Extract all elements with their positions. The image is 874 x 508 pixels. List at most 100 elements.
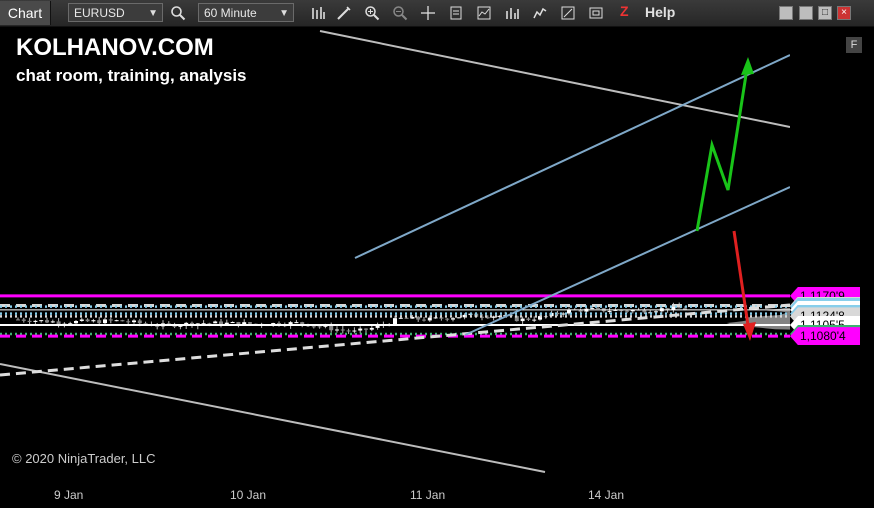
candle-body (311, 326, 316, 328)
search-icon[interactable] (168, 3, 188, 23)
properties-icon[interactable] (446, 3, 466, 23)
instrument-value: EURUSD (74, 6, 125, 20)
candle-body (491, 316, 496, 318)
candle-body (213, 321, 218, 324)
instrument-selector[interactable]: EURUSD ▼ (68, 3, 163, 22)
candle-body (369, 327, 374, 330)
candle-body (39, 320, 44, 322)
trend-line[interactable] (319, 30, 790, 128)
candle-body (323, 325, 328, 327)
candle-body (340, 329, 345, 331)
candle-body (462, 314, 467, 318)
candle-body (596, 308, 600, 310)
candle-body (33, 320, 38, 322)
projection-down-arrow[interactable] (732, 230, 751, 333)
candle-body (230, 322, 235, 324)
candle-body (561, 313, 566, 315)
candle-body (654, 311, 658, 313)
candle-body (21, 319, 26, 321)
z-icon[interactable]: Z (620, 3, 629, 19)
candle-body (236, 322, 241, 326)
chevron-down-icon: ▼ (279, 8, 289, 19)
candle-body (404, 317, 409, 319)
minimize-icon[interactable] (779, 6, 793, 20)
candle-body (137, 320, 142, 324)
candle-body (364, 328, 368, 330)
candle-body (520, 318, 525, 322)
draw-tool-icon[interactable] (334, 3, 354, 23)
candle-body (538, 316, 542, 320)
zoom-in-icon[interactable] (362, 3, 382, 23)
price-chart[interactable] (0, 27, 790, 482)
candle-body (532, 319, 537, 321)
candle-body (683, 308, 687, 311)
dashed-trend-line[interactable] (0, 303, 790, 377)
candle-body (50, 321, 55, 323)
candle-body (671, 305, 676, 310)
candle-body (248, 322, 252, 324)
time-axis-label: 14 Jan (588, 488, 625, 502)
candle-body (514, 316, 519, 322)
crosshair-icon[interactable] (418, 3, 438, 23)
candle-body (207, 323, 212, 325)
candle-body (590, 308, 595, 310)
screenshot-icon[interactable] (586, 3, 606, 23)
chart-toolbar: Chart EURUSD ▼ 60 Minute ▼ Z Help (0, 0, 874, 27)
channel-lower-line[interactable] (464, 186, 790, 336)
candle-body (108, 319, 113, 321)
candle-body (317, 326, 322, 328)
candle-body (497, 315, 502, 317)
candle-body (45, 320, 49, 323)
bar-type-icon[interactable] (308, 3, 328, 23)
candle-body (358, 328, 363, 331)
candle-body (114, 320, 119, 322)
maximize-icon[interactable]: □ (818, 6, 832, 20)
flag-button[interactable]: F (846, 37, 862, 53)
candle-body (103, 319, 107, 324)
candle-body (155, 325, 160, 327)
templates-icon[interactable] (530, 3, 550, 23)
candle-body (619, 309, 624, 311)
price-level-tag[interactable]: 1,1080'4 (790, 327, 860, 346)
candle-body (642, 309, 647, 313)
candle-body (665, 308, 670, 310)
candle-body (352, 330, 357, 332)
candle-body (613, 309, 618, 311)
zoom-out-icon[interactable] (390, 3, 410, 23)
projection-up-arrow[interactable] (695, 61, 750, 232)
help-menu[interactable]: Help (645, 4, 676, 20)
candle-body (294, 322, 299, 324)
strategies-icon[interactable] (502, 3, 522, 23)
candle-body (485, 317, 490, 319)
brand-subtitle: chat room, training, analysis (16, 66, 247, 85)
candle-body (439, 317, 444, 319)
candle-body (398, 317, 403, 319)
arrow-head-up-icon (741, 57, 754, 75)
candle-body (219, 321, 223, 325)
candle-body (16, 319, 20, 321)
time-axis-label: 9 Jan (54, 488, 84, 502)
channel-upper-line[interactable] (354, 54, 790, 259)
restore-icon[interactable] (799, 6, 813, 20)
candle-body (630, 310, 635, 312)
candle-body (300, 322, 305, 325)
candle-body (68, 323, 73, 325)
candle-body (456, 317, 461, 319)
candle-body (410, 316, 415, 319)
candle-body (625, 310, 629, 312)
candle-body (56, 321, 61, 325)
candle-body (91, 320, 96, 322)
indicators-icon[interactable] (474, 3, 494, 23)
candle-body (427, 317, 432, 321)
time-axis-label: 11 Jan (410, 488, 446, 502)
chart-tab[interactable]: Chart (0, 1, 51, 25)
data-box-icon[interactable] (558, 3, 578, 23)
trend-line[interactable] (0, 363, 546, 473)
candle-body (178, 325, 183, 327)
close-icon[interactable]: × (837, 6, 851, 20)
interval-selector[interactable]: 60 Minute ▼ (198, 3, 294, 22)
price-axis[interactable] (790, 27, 874, 482)
chevron-down-icon: ▼ (148, 8, 158, 19)
time-axis[interactable] (0, 482, 790, 508)
candle-body (433, 317, 438, 319)
